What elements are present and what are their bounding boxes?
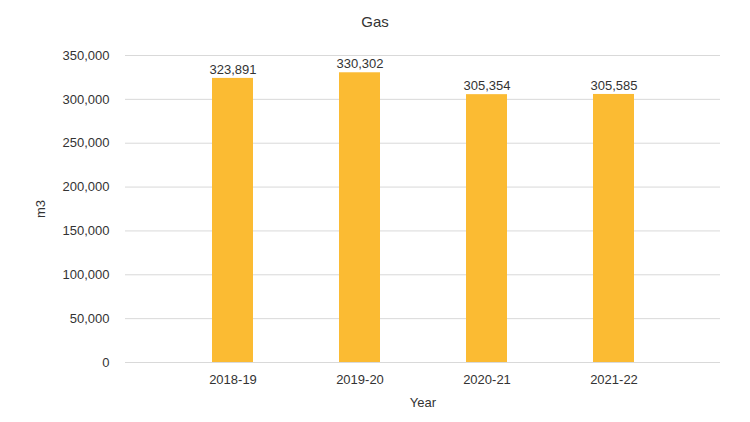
svg-text:200,000: 200,000 — [63, 179, 110, 194]
svg-text:2020-21: 2020-21 — [463, 372, 511, 387]
svg-text:m3: m3 — [33, 200, 48, 218]
svg-text:Year: Year — [410, 395, 437, 410]
svg-text:250,000: 250,000 — [63, 135, 110, 150]
svg-text:300,000: 300,000 — [63, 92, 110, 107]
svg-text:2021-22: 2021-22 — [590, 372, 638, 387]
svg-text:2019-20: 2019-20 — [336, 372, 384, 387]
svg-text:305,354: 305,354 — [464, 78, 511, 93]
svg-text:330,302: 330,302 — [337, 56, 384, 71]
svg-text:305,585: 305,585 — [591, 78, 638, 93]
svg-text:350,000: 350,000 — [63, 48, 110, 63]
html-text:Gas: Gas — [361, 13, 389, 30]
svg-text:100,000: 100,000 — [63, 267, 110, 282]
svg-text:0: 0 — [102, 355, 109, 370]
svg-text:50,000: 50,000 — [70, 311, 110, 326]
svg-text:2018-19: 2018-19 — [209, 372, 257, 387]
svg-text:323,891: 323,891 — [210, 62, 257, 77]
svg-text:150,000: 150,000 — [63, 223, 110, 238]
